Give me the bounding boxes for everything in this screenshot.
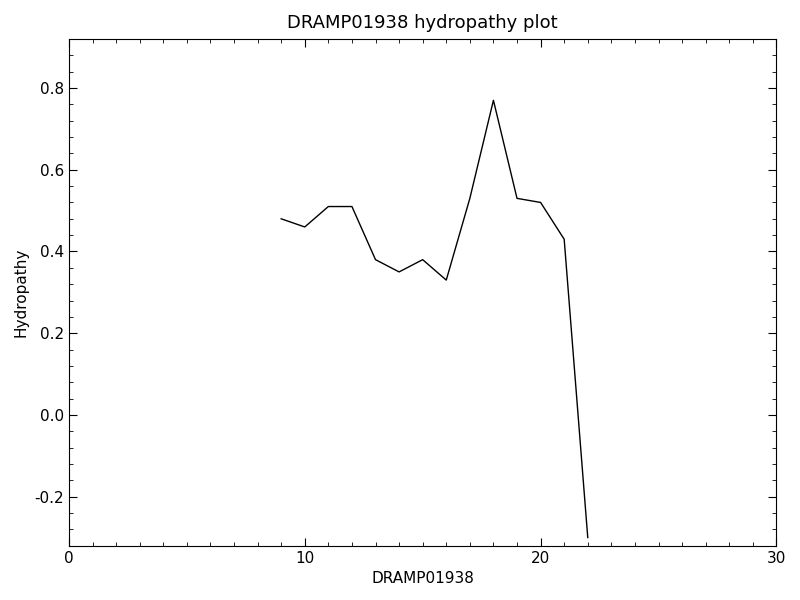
Title: DRAMP01938 hydropathy plot: DRAMP01938 hydropathy plot bbox=[287, 14, 558, 32]
X-axis label: DRAMP01938: DRAMP01938 bbox=[371, 571, 474, 586]
Y-axis label: Hydropathy: Hydropathy bbox=[14, 248, 29, 337]
